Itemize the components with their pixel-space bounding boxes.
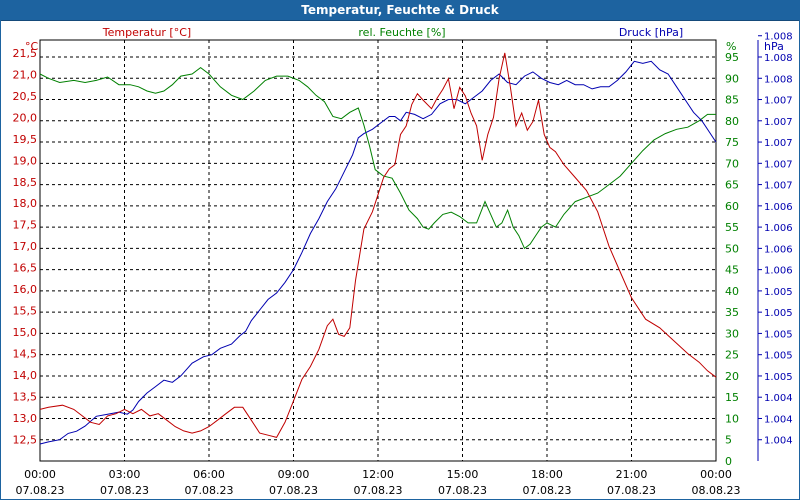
humidity-tick-label: 90 [725, 72, 739, 85]
pressure-tick-label: 1.006 [764, 223, 793, 234]
humidity-tick-label: 30 [725, 327, 739, 340]
humidity-tick-label: 95 [725, 51, 739, 64]
pressure-tick-label: 1.004 [764, 436, 793, 447]
x-tick-time: 00:00 [24, 468, 56, 481]
humidity-tick-label: 65 [725, 179, 739, 192]
humidity-tick-label: 55 [725, 221, 739, 234]
temperature-unit-label: °C [25, 40, 39, 53]
temperature-tick-label: 15,0 [13, 326, 38, 339]
pressure-series-line [39, 60, 717, 445]
pressure-unit-label: hPa [764, 40, 784, 53]
pressure-tick-label: 1.006 [764, 266, 793, 277]
humidity-tick-label: 70 [725, 157, 739, 170]
pressure-tick-label: 1.004 [764, 393, 793, 404]
temperature-series-line [39, 52, 717, 438]
x-tick-date: 07.08.23 [438, 484, 487, 497]
x-tick-date: 07.08.23 [607, 484, 656, 497]
humidity-tick-label: 45 [725, 264, 739, 277]
pressure-tick-label: 1.007 [764, 159, 793, 170]
temperature-tick-label: 19,0 [13, 154, 38, 167]
temperature-tick-label: 21,0 [13, 68, 38, 81]
humidity-tick-label: 20 [725, 370, 739, 383]
pressure-tick-label: 1.005 [764, 308, 793, 319]
humidity-tick-label: 85 [725, 94, 739, 107]
humidity-tick-label: 15 [725, 391, 739, 404]
temperature-tick-label: 16,5 [13, 262, 38, 275]
temperature-axis-title: Temperatur [°C] [102, 26, 191, 39]
humidity-series-line [39, 66, 716, 250]
pressure-tick-label: 1.008 [764, 74, 793, 85]
x-tick-time: 06:00 [193, 468, 225, 481]
temperature-tick-label: 14,5 [13, 348, 38, 361]
humidity-tick-label: 5 [725, 434, 732, 447]
temperature-tick-label: 20,5 [13, 90, 38, 103]
humidity-tick-label: 0 [725, 455, 732, 468]
temperature-tick-label: 18,0 [13, 197, 38, 210]
humidity-tick-label: 25 [725, 349, 739, 362]
temperature-tick-label: 13,5 [13, 391, 38, 404]
pressure-tick-label: 1.006 [764, 244, 793, 255]
pressure-tick-label: 1.004 [764, 414, 793, 425]
pressure-tick-label: 1.005 [764, 329, 793, 340]
x-tick-time: 18:00 [531, 468, 563, 481]
pressure-tick-label: 1.005 [764, 372, 793, 383]
x-tick-time: 12:00 [362, 468, 394, 481]
humidity-unit-label: % [726, 40, 736, 53]
humidity-tick-label: 75 [725, 136, 739, 149]
pressure-tick-label: 1.008 [764, 32, 793, 43]
temperature-tick-label: 18,5 [13, 176, 38, 189]
pressure-tick-label: 1.005 [764, 287, 793, 298]
humidity-tick-label: 35 [725, 306, 739, 319]
humidity-axis-title: rel. Feuchte [%] [358, 26, 445, 39]
humidity-tick-label: 50 [725, 242, 739, 255]
temperature-tick-label: 19,5 [13, 133, 38, 146]
x-tick-time: 03:00 [109, 468, 141, 481]
x-tick-time: 09:00 [278, 468, 310, 481]
humidity-tick-label: 60 [725, 200, 739, 213]
temperature-tick-label: 16,0 [13, 283, 38, 296]
humidity-tick-label: 40 [725, 285, 739, 298]
pressure-tick-label: 1.007 [764, 117, 793, 128]
temperature-tick-label: 12,5 [13, 434, 38, 447]
temperature-tick-label: 21,5 [13, 47, 38, 60]
temperature-tick-label: 13,0 [13, 412, 38, 425]
x-tick-time: 00:00 [700, 468, 732, 481]
x-tick-time: 21:00 [616, 468, 648, 481]
pressure-tick-label: 1.008 [764, 53, 793, 64]
x-tick-date: 07.08.23 [185, 484, 234, 497]
humidity-tick-label: 10 [725, 412, 739, 425]
x-tick-date: 07.08.23 [523, 484, 572, 497]
x-tick-date: 07.08.23 [269, 484, 318, 497]
x-tick-date: 07.08.23 [16, 484, 65, 497]
x-tick-date: 08.08.23 [692, 484, 741, 497]
pressure-tick-label: 1.007 [764, 138, 793, 149]
pressure-tick-label: 1.005 [764, 351, 793, 362]
pressure-tick-label: 1.006 [764, 202, 793, 213]
x-tick-time: 15:00 [447, 468, 479, 481]
chart-title-bar: Temperatur, Feuchte & Druck [0, 0, 800, 21]
pressure-tick-label: 1.007 [764, 181, 793, 192]
temperature-tick-label: 15,5 [13, 305, 38, 318]
pressure-tick-label: 1.007 [764, 96, 793, 107]
humidity-tick-label: 80 [725, 115, 739, 128]
temperature-tick-label: 17,5 [13, 219, 38, 232]
temperature-tick-label: 20,0 [13, 111, 38, 124]
temperature-tick-label: 17,0 [13, 240, 38, 253]
pressure-axis-title: Druck [hPa] [619, 26, 683, 39]
temperature-tick-label: 14,0 [13, 369, 38, 382]
x-tick-date: 07.08.23 [100, 484, 149, 497]
x-tick-date: 07.08.23 [354, 484, 403, 497]
chart-title: Temperatur, Feuchte & Druck [301, 3, 499, 17]
